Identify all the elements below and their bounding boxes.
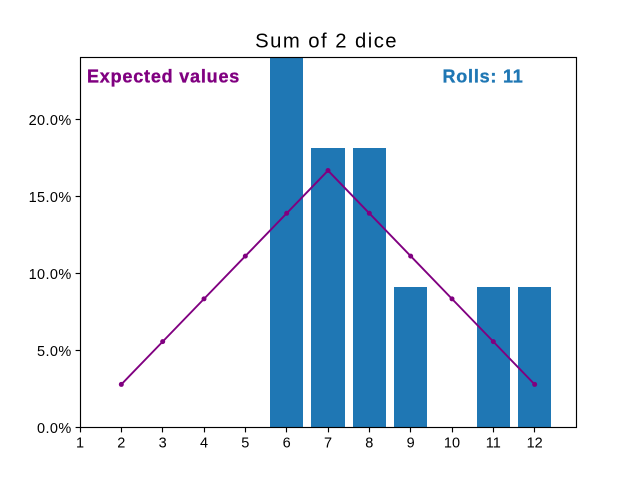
svg-text:Expected values: Expected values xyxy=(87,67,240,87)
svg-text:8: 8 xyxy=(365,436,373,452)
svg-text:5: 5 xyxy=(241,436,249,452)
svg-text:4: 4 xyxy=(200,436,208,452)
svg-text:5.0%: 5.0% xyxy=(37,344,72,360)
svg-text:3: 3 xyxy=(159,436,167,452)
svg-text:2: 2 xyxy=(117,436,125,452)
svg-text:10.0%: 10.0% xyxy=(29,267,72,283)
svg-text:7: 7 xyxy=(324,436,332,452)
svg-text:10: 10 xyxy=(444,436,460,452)
svg-text:15.0%: 15.0% xyxy=(29,190,72,206)
svg-text:12: 12 xyxy=(527,436,543,452)
svg-text:0.0%: 0.0% xyxy=(37,421,72,437)
svg-text:6: 6 xyxy=(283,436,291,452)
svg-text:11: 11 xyxy=(486,436,501,452)
svg-text:Rolls: 11: Rolls: 11 xyxy=(443,67,524,87)
svg-text:20.0%: 20.0% xyxy=(29,113,72,129)
svg-text:Sum of 2 dice: Sum of 2 dice xyxy=(255,31,398,53)
svg-text:9: 9 xyxy=(407,436,415,452)
svg-text:1: 1 xyxy=(76,436,84,452)
